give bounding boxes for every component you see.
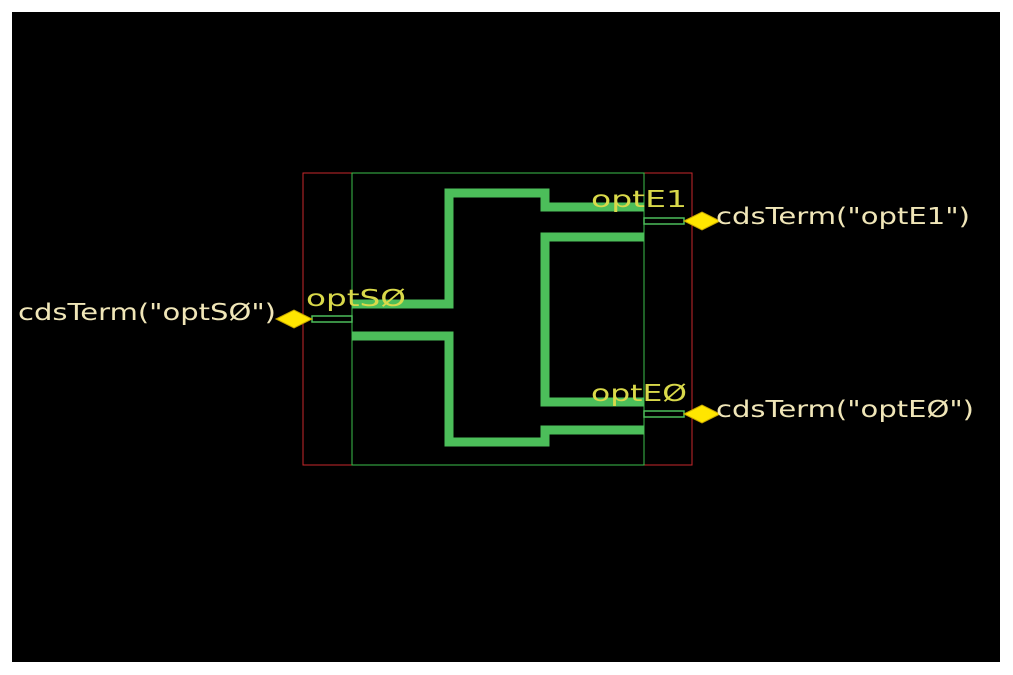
terminal-marker-optE0[interactable] [682,404,722,424]
pin-label-optE0: optEØ [591,381,687,407]
terminal-marker-optS0[interactable] [274,309,314,329]
waveguide-lower-left [352,331,644,447]
canvas-background [12,12,1000,662]
waveguide-upper-left [352,188,644,309]
waveguide-routes [352,188,644,447]
pin-label-optS0: optSØ [306,286,406,312]
terminal-label-optS0: cdsTerm("optSØ") [18,300,276,326]
terminal-label-optE0: cdsTerm("optEØ") [716,397,974,423]
terminal-marker-optE1[interactable] [682,211,722,231]
waveguide-right-loop [540,232,644,407]
terminal-markers [274,211,722,424]
terminal-label-optE1: cdsTerm("optE1") [716,204,970,230]
pin-label-optE1: optE1 [591,187,687,213]
